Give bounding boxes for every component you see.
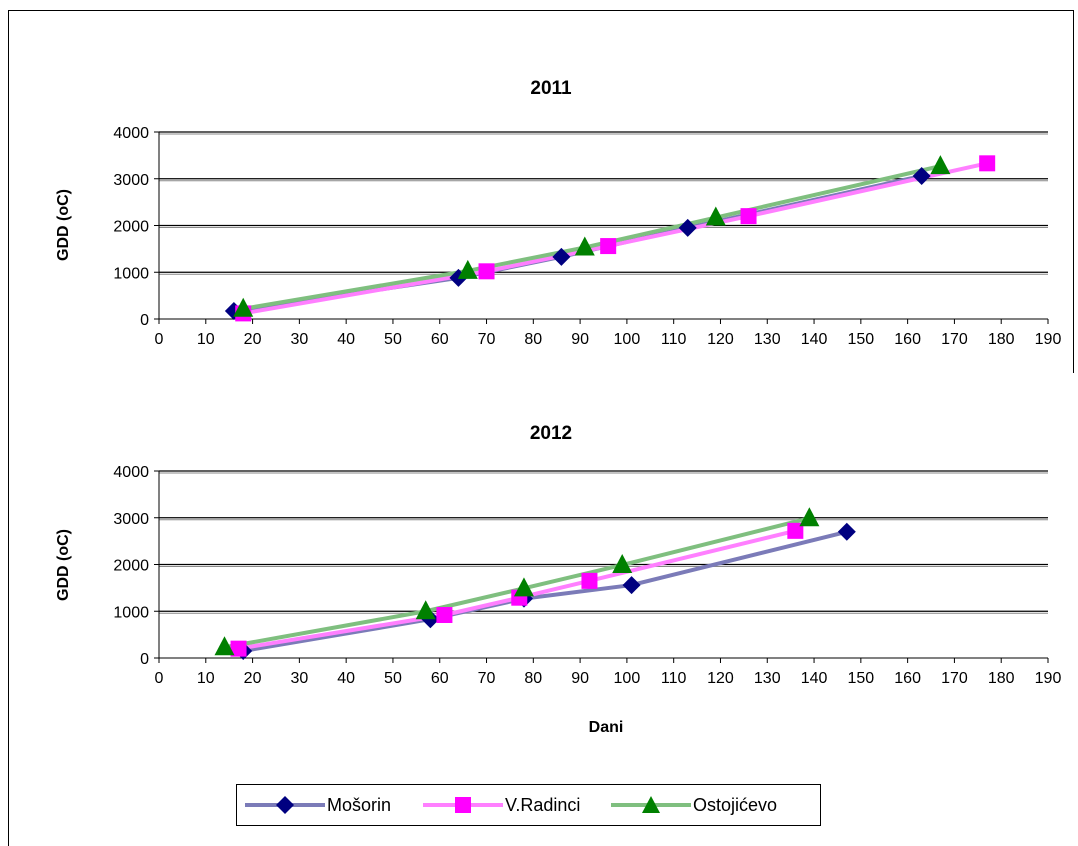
legend-label: Mošorin (327, 794, 392, 815)
x-axis-label: Dani (589, 719, 624, 736)
x-tick-label: 100 (614, 331, 641, 348)
x-tick-label: 170 (941, 670, 968, 687)
x-tick-label: 110 (661, 670, 687, 687)
data-point (552, 247, 571, 266)
series-line (233, 173, 923, 314)
x-tick-label: 130 (754, 331, 781, 348)
x-tick-label: 150 (847, 670, 874, 687)
y-tick-label: 2000 (113, 219, 149, 236)
x-tick-label: 100 (614, 670, 641, 687)
y-tick-label: 0 (140, 312, 149, 329)
y-tick-label: 2000 (113, 558, 149, 575)
data-point (678, 218, 697, 237)
y-tick-label: 4000 (113, 464, 149, 481)
data-point (478, 263, 495, 280)
legend: Mošorin V.Radinci Ostojićevo (236, 784, 821, 826)
legend-item-mosorin: Mošorin (245, 785, 391, 825)
x-tick-label: 80 (524, 670, 542, 687)
x-tick-label: 30 (290, 331, 308, 348)
legend-item-ostojicevo: Ostojićevo (611, 785, 777, 825)
legend-item-vradinci: V.Radinci (423, 785, 580, 825)
x-tick-label: 160 (894, 670, 921, 687)
x-tick-label: 50 (384, 670, 402, 687)
data-point (740, 208, 757, 225)
x-tick-label: 170 (941, 331, 968, 348)
x-tick-label: 10 (197, 670, 215, 687)
y-axis-label: GDD (oC) (55, 529, 72, 601)
y-tick-label: 1000 (113, 265, 149, 282)
data-point (600, 238, 617, 255)
x-tick-label: 160 (894, 331, 921, 348)
x-tick-label: 150 (847, 331, 874, 348)
x-tick-label: 130 (754, 670, 781, 687)
legend-label: Ostojićevo (693, 794, 778, 815)
x-tick-label: 110 (661, 331, 687, 348)
data-point (457, 259, 478, 279)
x-tick-label: 70 (478, 331, 496, 348)
x-tick-label: 20 (244, 670, 262, 687)
x-tick-label: 90 (571, 670, 589, 687)
data-point (513, 577, 534, 597)
legend-swatch-ostojicevo (611, 796, 691, 813)
y-axis-label: GDD (oC) (55, 189, 72, 261)
legend-swatch-mosorin (245, 796, 325, 814)
y-tick-label: 0 (140, 651, 149, 668)
chart-frame-top (8, 10, 1074, 373)
data-point (574, 236, 595, 256)
x-tick-label: 40 (337, 670, 355, 687)
x-tick-label: 120 (707, 331, 734, 348)
chart-2011: 2011 GDD (oC) 0 1000 2000 3000 4000 0 10 20 30 40… (55, 78, 1061, 348)
series-line (224, 516, 810, 650)
x-tick-label: 140 (801, 670, 828, 687)
data-point (799, 507, 820, 527)
chart-title: 2011 (530, 78, 572, 99)
x-tick-label: 0 (155, 331, 164, 348)
x-tick-label: 190 (1035, 670, 1062, 687)
x-tick-label: 40 (337, 331, 355, 348)
x-tick-label: 90 (571, 331, 589, 348)
data-point (612, 553, 633, 573)
x-tick-label: 30 (290, 670, 308, 687)
x-tick-label: 0 (155, 670, 164, 687)
data-point (912, 166, 931, 185)
x-tick-label: 70 (478, 670, 496, 687)
chart-title: 2012 (530, 423, 572, 444)
legend-label: V.Radinci (505, 794, 581, 815)
data-point (787, 522, 804, 539)
data-point (622, 576, 641, 595)
data-point (837, 522, 856, 541)
data-point (979, 155, 996, 172)
series-line (242, 164, 941, 311)
data-point (233, 297, 254, 317)
x-tick-label: 20 (244, 331, 262, 348)
y-tick-label: 1000 (113, 604, 149, 621)
data-point (415, 600, 436, 620)
legend-swatch-vradinci (423, 797, 503, 813)
data-point (214, 636, 235, 656)
x-tick-label: 140 (801, 331, 828, 348)
x-tick-label: 10 (197, 331, 215, 348)
chart-2012: 2012 GDD (oC) Dani 0 1000 2000 3000 4000 0 10 2… (55, 423, 1061, 736)
x-tick-label: 60 (431, 331, 449, 348)
data-point (581, 572, 598, 589)
y-tick-label: 4000 (113, 125, 149, 142)
y-tick-label: 3000 (113, 511, 149, 528)
x-tick-label: 120 (707, 670, 734, 687)
data-point (230, 640, 247, 657)
chart-frame-left (8, 373, 9, 846)
x-tick-label: 60 (431, 670, 449, 687)
x-tick-label: 80 (524, 331, 542, 348)
data-point (930, 155, 951, 175)
y-tick-label: 3000 (113, 172, 149, 189)
x-tick-label: 180 (988, 670, 1015, 687)
x-tick-label: 50 (384, 331, 402, 348)
data-point (705, 206, 726, 226)
data-point (436, 606, 453, 623)
x-tick-label: 180 (988, 331, 1015, 348)
x-tick-label: 190 (1035, 331, 1062, 348)
